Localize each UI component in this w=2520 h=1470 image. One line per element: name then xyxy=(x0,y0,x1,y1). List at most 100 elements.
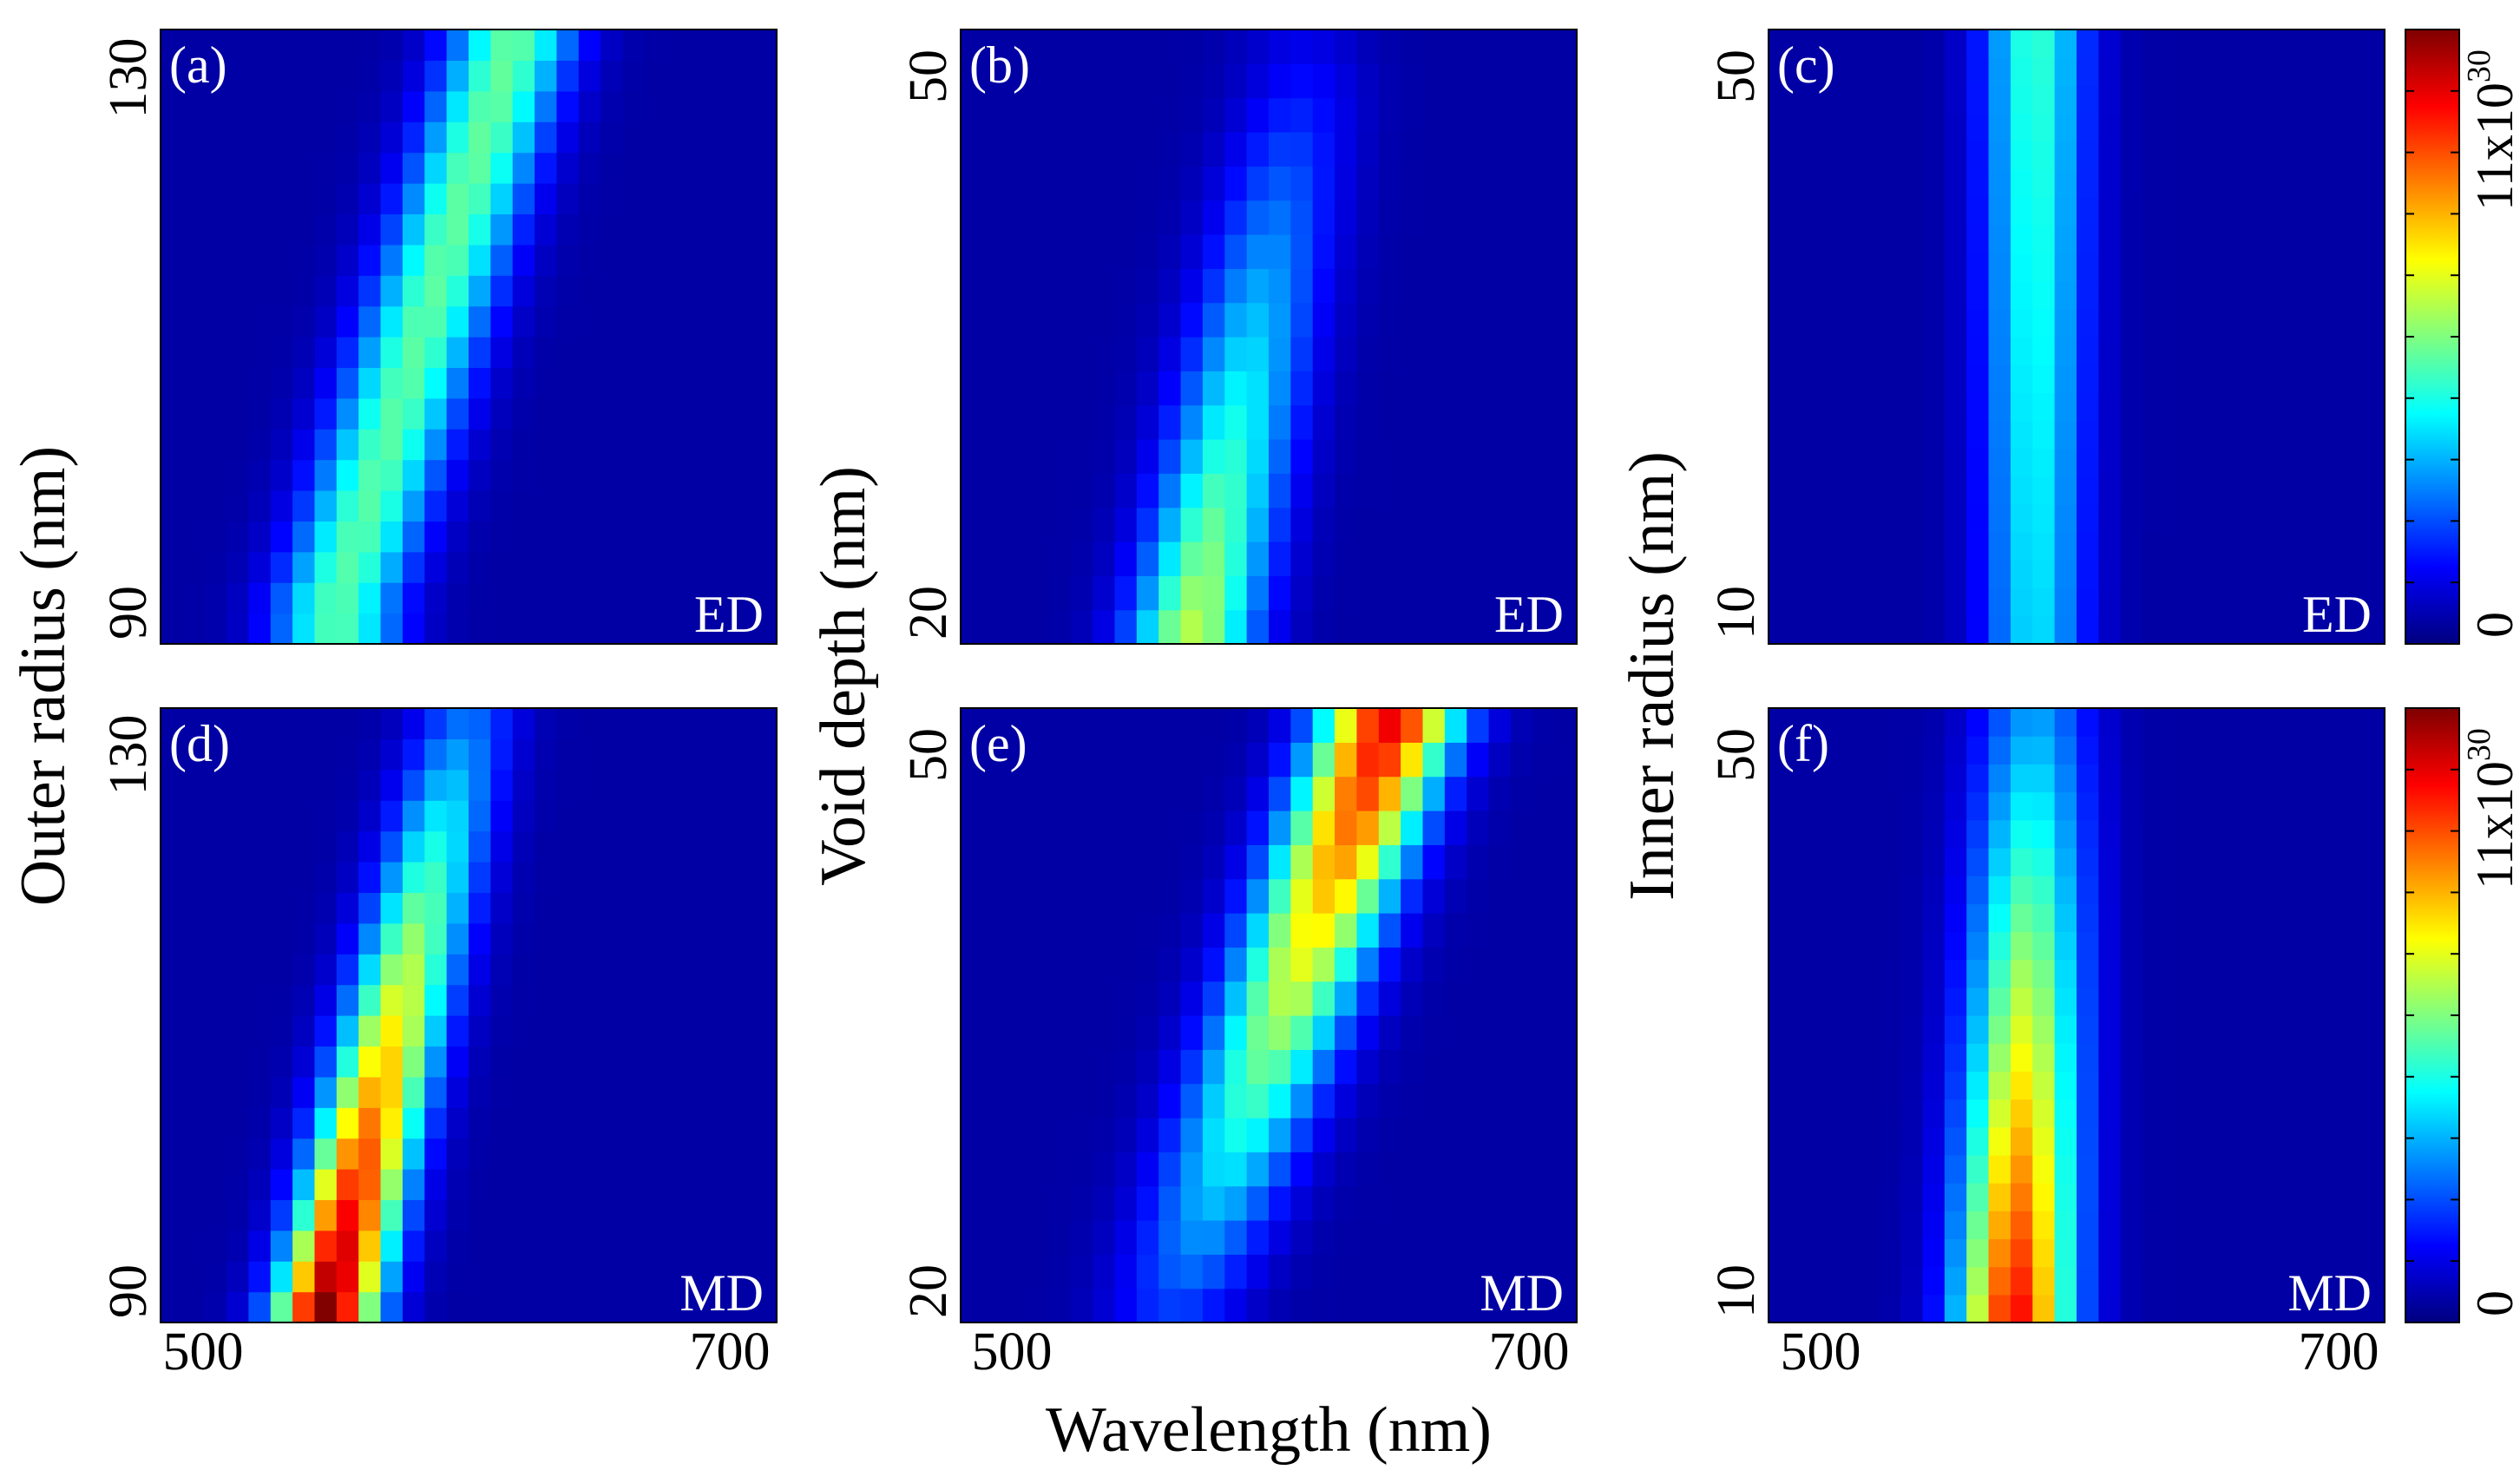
heatmap-cell xyxy=(556,90,580,122)
heatmap-cell xyxy=(1467,302,1490,338)
heatmap-cell xyxy=(2164,1266,2188,1296)
heatmap-cell xyxy=(1224,473,1248,509)
heatmap-cell xyxy=(2208,253,2232,282)
heatmap-cell xyxy=(1202,132,1225,167)
heatmap-cell xyxy=(292,60,316,92)
heatmap-cell xyxy=(336,613,359,645)
heatmap-cell xyxy=(2164,392,2188,422)
heatmap-cell xyxy=(2252,57,2275,86)
heatmap-cell xyxy=(204,30,227,61)
heatmap-cell xyxy=(1246,609,1270,645)
heatmap-cell xyxy=(1988,168,2011,198)
heatmap-cell xyxy=(1312,609,1335,645)
heatmap-cell xyxy=(1790,959,1814,988)
heatmap-cell xyxy=(1812,225,1835,254)
heatmap-cell xyxy=(1900,280,1924,310)
heatmap-cell xyxy=(1290,439,1314,474)
heatmap-cell xyxy=(1532,1152,1556,1187)
heatmap-cell xyxy=(1378,473,1401,509)
heatmap-cell xyxy=(982,575,1006,611)
heatmap-cell xyxy=(622,984,646,1016)
heatmap-cell xyxy=(982,947,1006,982)
heatmap-cell xyxy=(2274,280,2298,310)
heatmap-cell xyxy=(2164,85,2188,115)
heatmap-cell xyxy=(2362,587,2385,617)
heatmap-cell xyxy=(666,1138,690,1170)
heatmap-cell xyxy=(1136,166,1159,201)
heatmap-cell xyxy=(2362,1211,2385,1240)
heatmap-cell xyxy=(424,582,448,614)
heatmap-cell xyxy=(424,1261,448,1293)
heatmap-cell xyxy=(961,609,983,645)
heatmap-cell xyxy=(424,1015,448,1047)
heatmap-cell xyxy=(2296,987,2320,1016)
heatmap-cell xyxy=(1356,1288,1380,1323)
heatmap-cell xyxy=(1114,1288,1138,1323)
heatmap-cell xyxy=(2077,736,2099,765)
heatmap-cell xyxy=(2077,57,2099,86)
heatmap-cell xyxy=(1900,364,1924,393)
heatmap-cell xyxy=(2318,225,2341,254)
heatmap-cell xyxy=(2077,448,2099,477)
heatmap-cell xyxy=(2186,560,2209,589)
heatmap-cell xyxy=(1048,913,1072,948)
heatmap-cell xyxy=(1048,1185,1072,1221)
heatmap-cell xyxy=(512,1230,535,1262)
heatmap-cell xyxy=(204,521,227,553)
heatmap-cell xyxy=(336,738,359,771)
heatmap-cell xyxy=(2054,1043,2077,1072)
heatmap-cell xyxy=(1444,439,1467,474)
heatmap-cell xyxy=(2340,420,2364,450)
heatmap-cell xyxy=(2032,1294,2056,1323)
heatmap-cell xyxy=(1812,903,1835,933)
heatmap-cell xyxy=(1812,791,1835,821)
heatmap-cell xyxy=(1356,97,1380,133)
heatmap-cell xyxy=(2274,392,2298,422)
heatmap-cell xyxy=(688,275,712,307)
heatmap-cell xyxy=(732,582,756,614)
heatmap-cell xyxy=(490,708,514,739)
heatmap-cell xyxy=(2164,959,2188,988)
heatmap-cell xyxy=(1878,1266,1901,1296)
heatmap-cell xyxy=(1922,615,1946,645)
heatmap-cell xyxy=(535,1199,558,1231)
heatmap-cell xyxy=(1356,708,1380,743)
heatmap-cell xyxy=(1290,1220,1314,1255)
heatmap-cell xyxy=(961,507,983,542)
heatmap-cell xyxy=(1856,736,1880,765)
heatmap-cell xyxy=(1900,57,1924,86)
heatmap-cell xyxy=(1922,280,1946,310)
heatmap-cell xyxy=(535,800,558,832)
heatmap-cell xyxy=(1290,63,1314,99)
heatmap-cell xyxy=(1070,200,1093,235)
heatmap-cell xyxy=(2274,504,2298,533)
heatmap-cell xyxy=(2032,57,2056,86)
heatmap-cell xyxy=(2120,280,2143,310)
heatmap-cell xyxy=(248,367,272,399)
heatmap-cell xyxy=(1878,364,1901,393)
heatmap-cell xyxy=(666,1291,690,1323)
heatmap-cell xyxy=(1093,1288,1116,1323)
heatmap-cell xyxy=(1812,504,1835,533)
heatmap-cell xyxy=(1422,1185,1446,1221)
heatmap-cell xyxy=(2032,30,2056,58)
heatmap-cell xyxy=(2032,931,2056,961)
heatmap-cell xyxy=(1136,742,1159,778)
heatmap-cell xyxy=(710,244,733,276)
heatmap-cell xyxy=(2164,791,2188,821)
heatmap-cell xyxy=(2120,504,2143,533)
heatmap-cell xyxy=(1202,844,1225,880)
heatmap-cell xyxy=(1467,132,1490,167)
heatmap-cell xyxy=(666,1199,690,1231)
heatmap-cell xyxy=(314,367,338,399)
heatmap-cell xyxy=(535,613,558,645)
heatmap-cell xyxy=(1048,507,1072,542)
heatmap-cell xyxy=(688,521,712,553)
heatmap-cell xyxy=(2010,197,2033,226)
heatmap-cell xyxy=(1269,404,1291,440)
heatmap-cell xyxy=(1202,337,1225,371)
heatmap-cell xyxy=(961,63,983,99)
heatmap-cell xyxy=(2120,903,2143,933)
heatmap-cell xyxy=(490,862,514,893)
heatmap-cell xyxy=(578,121,601,154)
